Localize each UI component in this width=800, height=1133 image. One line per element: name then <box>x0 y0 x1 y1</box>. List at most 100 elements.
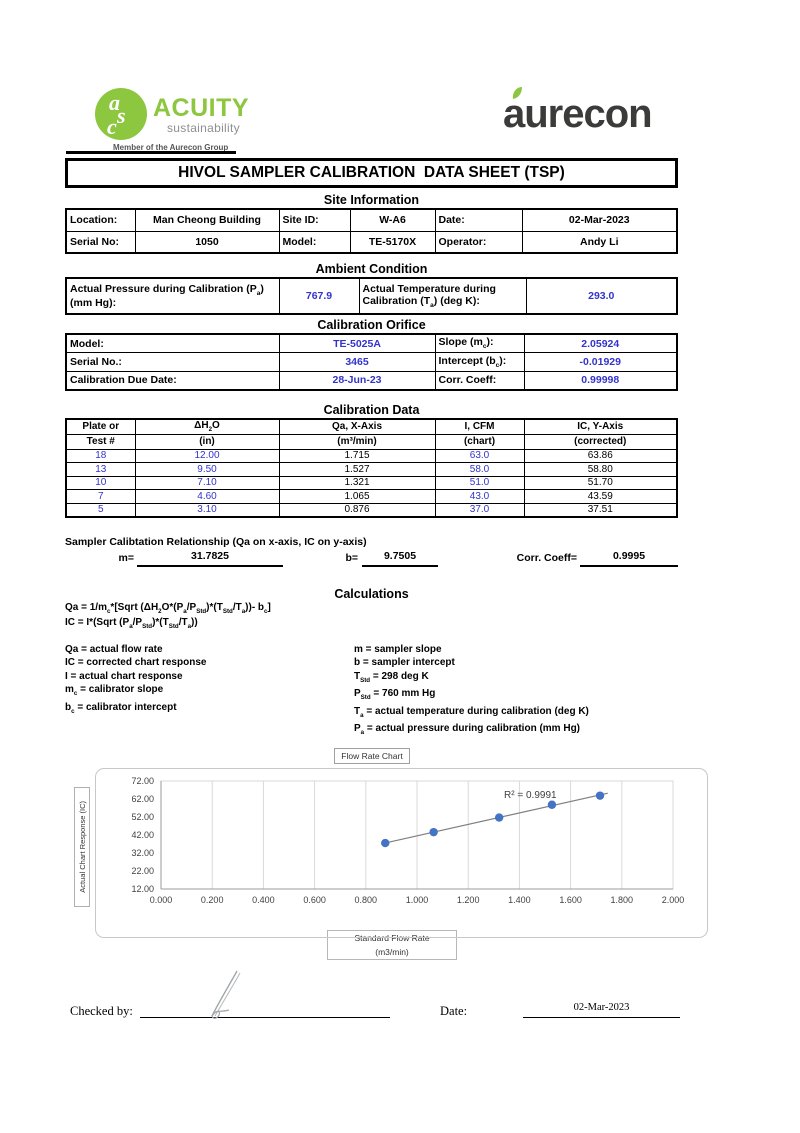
checked-by-label: Checked by: <box>70 1004 133 1018</box>
slope-label: Slope (mc): <box>434 333 525 353</box>
dh2o-value: 7.10 <box>134 475 280 490</box>
acuity-wordmark: ACUITY <box>153 94 250 122</box>
chart-title-box: Flow Rate Chart <box>334 748 410 764</box>
pressure-value: 767.9 <box>278 277 360 315</box>
definitions-left: Qa = actual flow rate IC = corrected cha… <box>65 643 206 718</box>
orifice-model-value: TE-5025A <box>278 333 436 353</box>
orifice-heading: Calibration Orifice <box>317 318 426 332</box>
table-row: Model: TE-5025A Slope (mc): 2.05924 <box>65 333 678 353</box>
i-cfm-value: 58.0 <box>434 462 525 477</box>
x-axis-title-line2: (m3/min) <box>375 947 409 957</box>
pressure-label: Actual Pressure during Calibration (Pa) … <box>65 277 280 315</box>
col-header: (corrected) <box>523 433 678 450</box>
y-axis-title-box: Actual Chart Response (IC) <box>74 787 90 907</box>
table-row: Calibration Due Date: 28-Jun-23 Corr. Co… <box>65 370 678 390</box>
svg-text:1.600: 1.600 <box>559 895 582 905</box>
col-header: (m³/min) <box>278 433 436 450</box>
svg-text:2.000: 2.000 <box>662 895 685 905</box>
dh2o-value: 12.00 <box>134 448 280 463</box>
definition: m = sampler slope <box>354 644 442 655</box>
acuity-monogram-letter: a <box>109 90 120 115</box>
definition: IC = corrected chart response <box>65 657 207 669</box>
svg-text:1.000: 1.000 <box>406 895 429 905</box>
plate-number: 13 <box>65 462 136 477</box>
ic-value: 58.80 <box>523 462 678 477</box>
dh2o-value: 3.10 <box>134 502 280 517</box>
temperature-value: 293.0 <box>525 277 678 315</box>
cal-data-heading: Calibration Data <box>323 403 420 417</box>
svg-text:0.800: 0.800 <box>355 895 378 905</box>
date-line <box>523 1016 680 1018</box>
temperature-label-line1: Actual Temperature during <box>362 282 496 295</box>
acuity-tagline: sustainability <box>167 121 240 135</box>
svg-text:42.00: 42.00 <box>131 830 154 840</box>
location-label: Location: <box>65 208 136 232</box>
qa-value: 0.876 <box>278 502 436 517</box>
ambient-heading: Ambient Condition <box>315 262 428 276</box>
svg-text:R² = 0.9991: R² = 0.9991 <box>504 790 557 801</box>
ic-formula: IC = I*(Sqrt (Pa/PStd)*(TStd/Ta)) <box>65 617 198 630</box>
svg-text:22.00: 22.00 <box>131 866 154 876</box>
corr-label: Corr. Coeff= <box>516 552 577 564</box>
pressure-label-line1: Actual Pressure during Calibration (Pa) <box>70 282 264 298</box>
plate-number: 10 <box>65 475 136 490</box>
orifice-table: Model: TE-5025A Slope (mc): 2.05924 Seri… <box>65 333 678 391</box>
col-header: Plate or <box>65 418 136 435</box>
acuity-member-line: Member of the Aurecon Group <box>113 143 229 152</box>
acuity-logo: a s c ACUITY sustainability Member of th… <box>95 88 285 160</box>
footer-date-value: 02-Mar-2023 <box>573 1002 630 1013</box>
col-header: I, CFM <box>434 418 525 435</box>
acuity-monogram-letter: c <box>107 114 117 139</box>
svg-text:32.00: 32.00 <box>131 848 154 858</box>
x-axis-title-box: Standard Flow Rate (m3/min) <box>327 930 457 960</box>
cal-data-table: Plate or ΔH2O Qa, X-Axis I, CFM IC, Y-Ax… <box>65 418 678 518</box>
pressure-label-line2: (mm Hg): <box>70 297 117 310</box>
location-value: Man Cheong Building <box>134 208 280 232</box>
y-axis-title: Actual Chart Response (IC) <box>77 801 87 893</box>
sheet-title-box: HIVOL SAMPLER CALIBRATION DATA SHEET (TS… <box>65 158 678 188</box>
i-cfm-value: 63.0 <box>434 448 525 463</box>
plate-number: 5 <box>65 502 136 517</box>
dh2o-value: 4.60 <box>134 489 280 504</box>
due-date-label: Calibration Due Date: <box>65 370 280 390</box>
serial-no-value: 1050 <box>134 230 280 254</box>
svg-text:0.000: 0.000 <box>150 895 173 905</box>
table-row: 7 4.60 1.065 43.0 43.59 <box>65 489 678 504</box>
orifice-serial-label: Serial No.: <box>65 352 280 372</box>
temperature-label-line2: Calibration (Ta) (deg K): <box>362 294 480 310</box>
corr-coeff-label: Corr. Coeff: <box>434 370 525 390</box>
plate-number: 7 <box>65 489 136 504</box>
definition: I = actual chart response <box>65 670 183 682</box>
slope-value: 2.05924 <box>523 333 678 353</box>
corr-value: 0.9995 <box>580 550 678 567</box>
model-label: Model: <box>278 230 351 254</box>
ic-value: 63.86 <box>523 448 678 463</box>
acuity-monogram-letter: s <box>117 103 126 128</box>
definitions-right: m = sampler slope b = sampler intercept … <box>354 643 589 739</box>
table-row: Serial No.: 3465 Intercept (bc): -0.0192… <box>65 352 678 372</box>
i-cfm-value: 43.0 <box>434 489 525 504</box>
checked-by-line <box>140 1016 390 1018</box>
table-row: Location: Man Cheong Building Site ID: W… <box>65 208 678 232</box>
table-row: 5 3.10 0.876 37.0 37.51 <box>65 502 678 517</box>
b-value: 9.7505 <box>362 550 438 567</box>
col-header: Qa, X-Axis <box>278 418 436 435</box>
dh2o-value: 9.50 <box>134 462 280 477</box>
qa-value: 1.527 <box>278 462 436 477</box>
plate-number: 18 <box>65 448 136 463</box>
site-id-label: Site ID: <box>278 208 351 232</box>
svg-text:0.600: 0.600 <box>303 895 326 905</box>
intercept-value: -0.01929 <box>523 352 678 372</box>
site-id-value: W-A6 <box>349 208 436 232</box>
qa-value: 1.321 <box>278 475 436 490</box>
chart-border-over-label <box>327 937 457 938</box>
col-header: IC, Y-Axis <box>523 418 678 435</box>
definition: mc = calibrator slope <box>65 684 164 698</box>
calculations-heading: Calculations <box>334 587 409 601</box>
header-row: Plate or ΔH2O Qa, X-Axis I, CFM IC, Y-Ax… <box>65 418 678 435</box>
definition: bc = calibrator intercept <box>65 701 177 715</box>
table-row: Serial No: 1050 Model: TE-5170X Operator… <box>65 230 678 254</box>
serial-no-label: Serial No: <box>65 230 136 254</box>
date-label: Date: <box>440 1004 468 1018</box>
